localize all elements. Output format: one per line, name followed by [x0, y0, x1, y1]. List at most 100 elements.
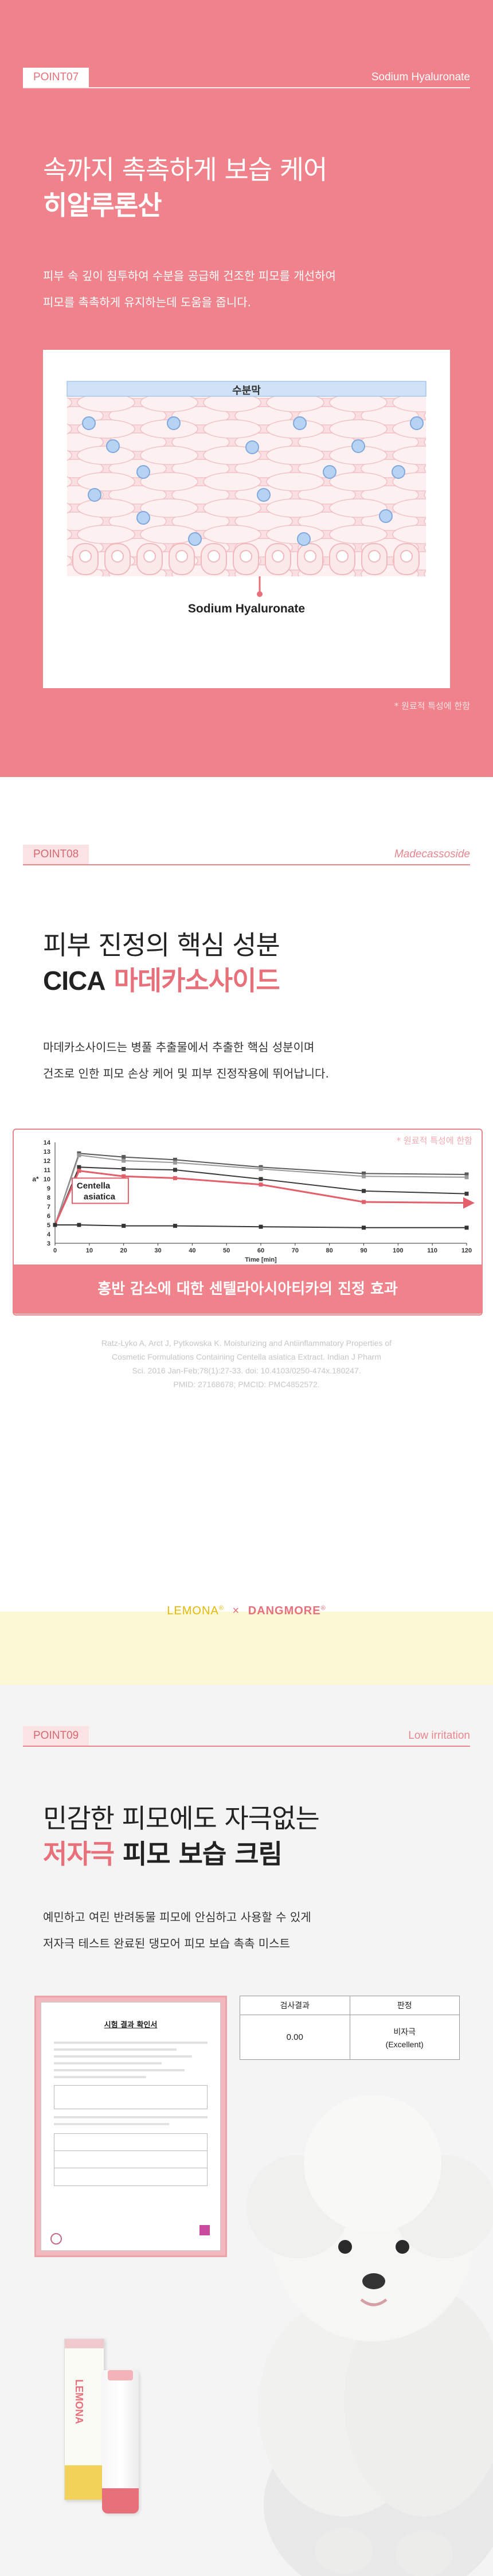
point09-header-bar: POINT09 Low irritation [23, 1726, 470, 1747]
y-tick-label: 6 [47, 1213, 50, 1220]
x-tick-label: 60 [257, 1247, 264, 1254]
brand-collab-band: LEMONA® × DANGMORE® [0, 1554, 493, 1685]
y-tick-label: 11 [44, 1167, 50, 1174]
dog-right-eye [396, 2240, 409, 2254]
y-tick-label: 4 [47, 1231, 51, 1238]
series-point-4 [77, 1169, 81, 1173]
certificate-body [54, 2037, 208, 2194]
judgement-korean: 비자극 [393, 2027, 416, 2036]
footnote: * 원료적 특성에 한함 [394, 701, 470, 711]
reference-line: Cosmetic Formulations Containing Centell… [112, 1352, 381, 1361]
reference-line: Ratz-Lyko A, Arct J, Pytkowska K. Moistu… [101, 1338, 392, 1348]
result-value: 0.00 [240, 2015, 350, 2060]
y-tick-label: 7 [47, 1204, 50, 1211]
dangmore-brand: DANGMORE [248, 1605, 321, 1617]
series-point-2 [122, 1158, 126, 1163]
series-point-3 [464, 1192, 469, 1196]
headline-line: 피부 진정의 핵심 성분 [43, 930, 280, 961]
y-tick-label: 14 [44, 1139, 51, 1146]
point09-headline: 민감한 피모에도 자극없는 저자극 피모 보습 크림 [43, 1801, 320, 1872]
description-line: 마데카소사이드는 병풀 추출물에서 추출한 핵심 성분이며 [43, 1040, 315, 1054]
low-irritation-word: 저자극 [43, 1839, 115, 1869]
series-point-1 [173, 1157, 177, 1162]
x-tick-label: 70 [292, 1247, 299, 1254]
series-arrowhead [463, 1197, 475, 1209]
series-point-4 [122, 1174, 126, 1178]
series-point-2 [362, 1174, 366, 1178]
series-point-3 [122, 1166, 126, 1171]
y-tick-label: 8 [47, 1195, 50, 1201]
cross-symbol: × [232, 1605, 240, 1617]
headline-bold: 저자극 피모 보습 크림 [43, 1836, 319, 1872]
centella-annotation-text: asiatica [84, 1192, 116, 1201]
hyaluronate-molecules [82, 416, 424, 546]
series-point-5 [362, 1225, 366, 1230]
description-line: 피모를 촉촉하게 유지하는데 도움을 줍니다. [43, 295, 251, 309]
series-point-4 [173, 1176, 177, 1180]
result-column-header: 검사결과 [240, 1996, 350, 2015]
y-tick-label: 13 [44, 1149, 50, 1156]
reference-line: PMID: 27168678; PMCID: PMC4852572. [173, 1380, 320, 1389]
series-point-3 [362, 1189, 366, 1193]
series-point-4 [362, 1200, 366, 1204]
point-number-badge: POINT07 [23, 68, 89, 87]
x-tick-label: 0 [53, 1247, 57, 1254]
headline-bold: 히알루론산 [43, 190, 162, 221]
y-tick-label: 12 [44, 1158, 50, 1165]
y-tick-label: 5 [47, 1222, 50, 1229]
point-number-badge: POINT08 [23, 845, 89, 864]
point07-header-bar: POINT07 Sodium Hyaluronate [23, 68, 470, 88]
y-tick-label: 9 [47, 1185, 50, 1192]
point07-headline: 속까지 촉촉하게 보습 케어 히알루론산 [43, 152, 327, 223]
water-film-label: 수분막 [232, 385, 261, 397]
series-point-5 [53, 1223, 57, 1227]
series-point-2 [259, 1166, 263, 1171]
y-tick-label: 10 [44, 1176, 50, 1183]
x-axis-label: Time [min] [245, 1256, 277, 1263]
series-point-5 [77, 1223, 81, 1227]
certificate-seal-icon [50, 2233, 62, 2245]
product-brand-label: LEMONA [73, 2379, 85, 2424]
erythema-line-chart: 3 4 5 6 7 8 9 10 11 12 13 14 0 10 20 30 40 50 60 70 80 90 100 1… [32, 1139, 475, 1263]
point09-description: 예민하고 여린 반려동물 피모에 안심하고 사용할 수 있게 저자극 테스트 완… [43, 1904, 311, 1957]
reference-line: Sci. 2016 Jan-Feb;78(1):27-33. doi: 10.4… [132, 1366, 361, 1375]
chart-note: * 원료적 특성에 한함 [396, 1135, 472, 1146]
x-tick-label: 110 [427, 1247, 437, 1254]
sodium-hyaluronate-label: Sodium Hyaluronate [187, 602, 306, 615]
x-tick-label: 90 [360, 1247, 367, 1254]
lemona-brand: LEMONA [167, 1605, 219, 1617]
x-tick-label: 80 [326, 1247, 333, 1254]
description-line: 건조로 인한 피모 손상 케어 및 피부 진정작용에 뛰어납니다. [43, 1067, 329, 1080]
water-film-band [66, 381, 427, 397]
test-certificate: 시험 결과 확인서 [34, 1996, 227, 2257]
certificate-title: 시험 결과 확인서 [104, 2021, 158, 2029]
centella-annotation-text: Centella [77, 1181, 111, 1191]
series-point-2 [77, 1153, 81, 1157]
reference-citation: Ratz-Lyko A, Arct J, Pytkowska K. Moistu… [57, 1336, 436, 1391]
dog-nose [362, 2273, 385, 2289]
headline-rest: 피모 보습 크림 [114, 1839, 283, 1869]
x-tick-label: 20 [120, 1247, 127, 1254]
headline-bold: CICA 마데카소사이드 [43, 963, 280, 998]
series-point-1 [464, 1172, 469, 1177]
point08-headline: 피부 진정의 핵심 성분 CICA 마데카소사이드 [43, 927, 280, 998]
point-number-badge: POINT09 [23, 1726, 89, 1746]
headline-line: 민감한 피모에도 자극없는 [43, 1803, 320, 1834]
point08-header-bar: POINT08 Madecassoside [23, 845, 470, 865]
series-point-5 [173, 1224, 177, 1228]
judgement-column-header: 판정 [397, 2001, 412, 2010]
y-tick-label: 3 [47, 1240, 50, 1247]
madecassoside-word: 마데카소사이드 [105, 965, 280, 996]
description-line: 피부 속 깊이 침투하여 수분을 공급해 건조한 피모를 개선하여 [43, 269, 336, 283]
test-result-table: 검사결과 판정 0.00 비자극 (Excellent) [240, 1996, 460, 2060]
headline-line: 속까지 촉촉하게 보습 케어 [43, 154, 327, 185]
series-point-2 [464, 1175, 469, 1180]
collab-logo: LEMONA® × DANGMORE® [0, 1605, 493, 1618]
ingredient-english-name: Sodium Hyaluronate [371, 71, 470, 83]
ingredient-english-name: Madecassoside [394, 848, 470, 860]
lemona-product-box: LEMONA [64, 2339, 104, 2500]
series-point-5 [259, 1224, 263, 1229]
cica-word: CICA [43, 966, 105, 996]
description-line: 저자극 테스트 완료된 댕모어 피모 보습 촉촉 미스트 [43, 1937, 290, 1950]
series-point-1 [362, 1171, 366, 1176]
